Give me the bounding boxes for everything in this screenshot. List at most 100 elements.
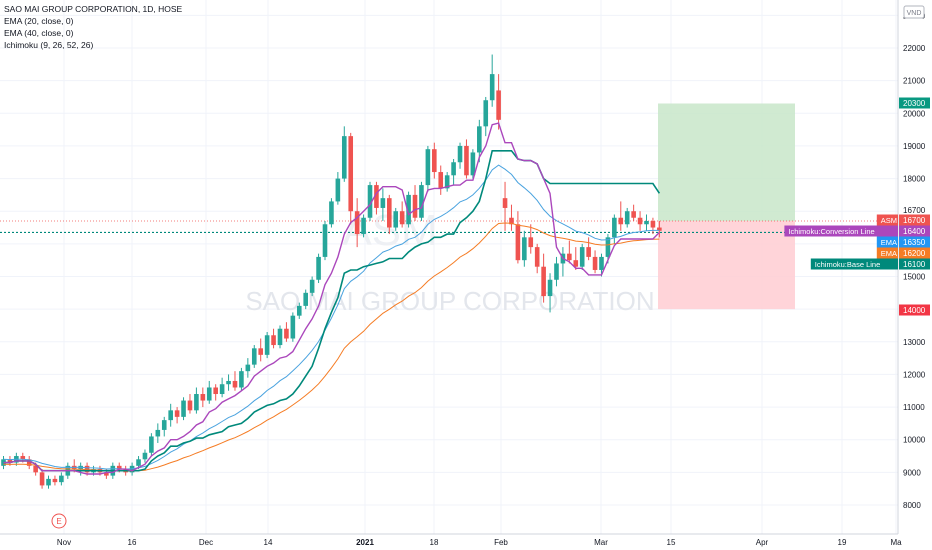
candle[interactable] bbox=[348, 136, 354, 212]
candle[interactable] bbox=[432, 149, 437, 173]
candle[interactable] bbox=[541, 266, 546, 297]
price-badge[interactable] bbox=[899, 304, 930, 316]
candle[interactable] bbox=[155, 429, 161, 437]
candle[interactable] bbox=[522, 237, 527, 261]
candle[interactable] bbox=[181, 400, 186, 417]
conversion-line[interactable] bbox=[3, 122, 660, 475]
candle[interactable] bbox=[599, 256, 604, 270]
candle[interactable] bbox=[380, 198, 386, 208]
candle[interactable] bbox=[213, 387, 218, 395]
candle[interactable] bbox=[7, 459, 13, 463]
candle[interactable] bbox=[393, 211, 399, 228]
target-zone[interactable] bbox=[658, 103, 795, 222]
indicator-badge[interactable] bbox=[876, 247, 898, 259]
candle[interactable] bbox=[284, 328, 289, 339]
candle[interactable] bbox=[477, 126, 482, 153]
candle[interactable] bbox=[39, 472, 45, 486]
candle[interactable] bbox=[489, 74, 495, 101]
candle[interactable] bbox=[612, 217, 617, 238]
candle[interactable] bbox=[451, 162, 456, 176]
earnings-marker[interactable]: E bbox=[51, 513, 67, 529]
candle[interactable] bbox=[444, 175, 450, 189]
indicator-badge[interactable] bbox=[784, 225, 898, 237]
candle[interactable] bbox=[20, 456, 26, 460]
candle[interactable] bbox=[200, 394, 206, 401]
candle[interactable] bbox=[59, 475, 64, 483]
candle[interactable] bbox=[316, 256, 321, 280]
candle[interactable] bbox=[464, 145, 469, 176]
candle[interactable] bbox=[335, 178, 341, 202]
indicator-badge[interactable] bbox=[876, 236, 898, 248]
candle[interactable] bbox=[271, 335, 276, 346]
base-line[interactable] bbox=[3, 150, 661, 472]
candle[interactable] bbox=[573, 260, 579, 267]
candle[interactable] bbox=[547, 279, 553, 297]
candle[interactable] bbox=[515, 224, 521, 261]
indicator-badge[interactable] bbox=[876, 214, 898, 226]
candle[interactable] bbox=[554, 263, 559, 280]
price-badge[interactable] bbox=[899, 97, 930, 109]
candle[interactable] bbox=[457, 145, 463, 163]
candle[interactable] bbox=[367, 185, 373, 218]
candle[interactable] bbox=[296, 305, 302, 316]
candle[interactable] bbox=[650, 221, 656, 228]
candle[interactable] bbox=[142, 452, 148, 460]
candle[interactable] bbox=[303, 292, 309, 306]
candle[interactable] bbox=[399, 211, 405, 225]
candle[interactable] bbox=[264, 335, 270, 355]
candle[interactable] bbox=[84, 465, 90, 473]
price-badge[interactable] bbox=[899, 236, 930, 248]
candle[interactable] bbox=[631, 211, 636, 218]
candle[interactable] bbox=[618, 217, 624, 225]
candle[interactable] bbox=[579, 247, 585, 267]
candle[interactable] bbox=[309, 279, 315, 293]
candle[interactable] bbox=[46, 478, 51, 486]
candle[interactable] bbox=[528, 237, 534, 248]
candle[interactable] bbox=[52, 478, 58, 483]
candle[interactable] bbox=[168, 410, 173, 421]
candle[interactable] bbox=[387, 198, 392, 228]
price-badge[interactable] bbox=[899, 225, 930, 237]
candle[interactable] bbox=[657, 227, 662, 231]
candle[interactable] bbox=[161, 420, 167, 430]
candle[interactable] bbox=[470, 152, 476, 176]
candle[interactable] bbox=[341, 136, 347, 179]
candle[interactable] bbox=[322, 224, 328, 257]
legend-ema40[interactable]: EMA (40, close, 0) bbox=[4, 28, 74, 38]
candle[interactable] bbox=[412, 194, 418, 218]
legend-ichimoku[interactable]: Ichimoku (9, 26, 52, 26) bbox=[4, 40, 94, 50]
candle[interactable] bbox=[483, 100, 489, 127]
candle[interactable] bbox=[605, 237, 611, 257]
candle[interactable] bbox=[219, 384, 225, 395]
candle[interactable] bbox=[502, 198, 508, 208]
candle[interactable] bbox=[245, 364, 251, 372]
candle[interactable] bbox=[496, 90, 501, 120]
legend-ema20[interactable]: EMA (20, close, 0) bbox=[4, 16, 74, 26]
candle[interactable] bbox=[116, 465, 122, 470]
price-badge[interactable] bbox=[899, 214, 930, 226]
candle[interactable] bbox=[567, 253, 572, 261]
candle[interactable] bbox=[149, 436, 154, 453]
candle[interactable] bbox=[425, 149, 431, 186]
candle[interactable] bbox=[258, 348, 263, 355]
candle[interactable] bbox=[136, 459, 141, 466]
candle[interactable] bbox=[637, 217, 643, 225]
candle[interactable] bbox=[239, 371, 244, 388]
candle[interactable] bbox=[251, 348, 257, 365]
candle[interactable] bbox=[592, 256, 598, 270]
candle[interactable] bbox=[509, 217, 514, 225]
ema20-line[interactable] bbox=[3, 164, 660, 470]
candle[interactable] bbox=[624, 211, 630, 225]
candle[interactable] bbox=[232, 380, 238, 388]
candle[interactable] bbox=[290, 315, 296, 339]
price-badge[interactable] bbox=[899, 247, 930, 259]
candle[interactable] bbox=[361, 217, 366, 235]
candle[interactable] bbox=[206, 387, 212, 401]
price-badge[interactable] bbox=[899, 258, 930, 270]
candle[interactable] bbox=[534, 247, 540, 267]
candle[interactable] bbox=[586, 247, 591, 257]
candle[interactable] bbox=[438, 172, 444, 189]
stop-zone[interactable] bbox=[658, 221, 795, 310]
candle[interactable] bbox=[26, 459, 32, 466]
